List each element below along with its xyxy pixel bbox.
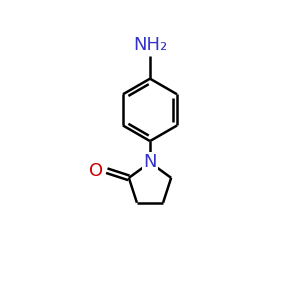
Text: O: O [89, 162, 103, 180]
Text: N: N [143, 154, 157, 172]
Text: NH₂: NH₂ [133, 36, 167, 54]
